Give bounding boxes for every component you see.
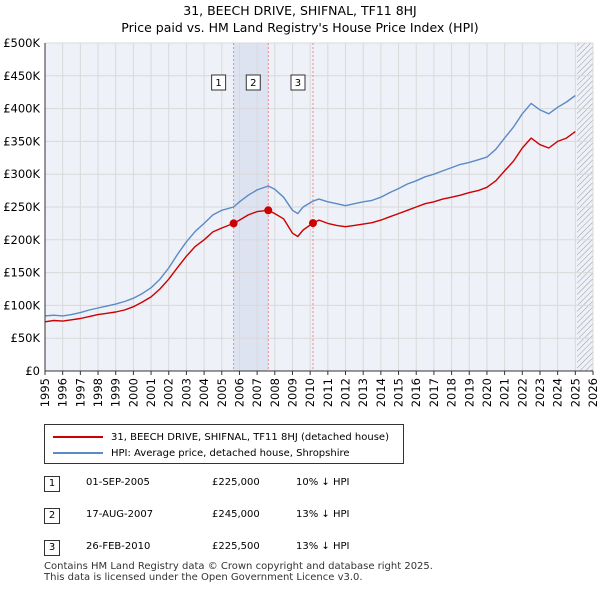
price-chart: £0 £50K £100K £150K £200K £250K £300K £350K £400… (3, 36, 600, 407)
sale-point (264, 206, 273, 215)
sale-date: 26-FEB-2010 (86, 541, 151, 552)
x-tick-label: 2012 (339, 378, 353, 407)
y-tick-label: £500K (3, 36, 40, 50)
x-tick-label: 2007 (250, 378, 264, 407)
y-tick-label: £200K (3, 233, 40, 247)
sale-hpi-diff: 13% ↓ HPI (296, 541, 350, 552)
x-tick-label: 2003 (179, 378, 193, 407)
sale-row: 2 17-AUG-2007 £245,000 13% ↓ HPI (44, 506, 424, 538)
x-tick-label: 2019 (462, 378, 476, 407)
sale-point (308, 219, 317, 228)
x-tick-label: 2001 (144, 378, 158, 407)
x-tick-label: 1999 (109, 378, 123, 407)
legend: 31, BEECH DRIVE, SHIFNAL, TF11 8HJ (deta… (44, 424, 404, 464)
x-tick-label: 2016 (409, 378, 423, 407)
footer-line-copyright: Contains HM Land Registry data © Crown c… (44, 561, 433, 572)
legend-label-property: 31, BEECH DRIVE, SHIFNAL, TF11 8HJ (deta… (111, 431, 389, 443)
footer-attribution: Contains HM Land Registry data © Crown c… (44, 561, 433, 583)
sale-marker-label: 2 (250, 78, 256, 89)
x-tick-label: 2020 (480, 378, 494, 407)
x-tick-label: 2009 (285, 378, 299, 407)
x-tick-label: 2005 (215, 378, 229, 407)
x-tick-label: 2011 (321, 378, 335, 407)
x-tick-label: 2023 (533, 378, 547, 407)
x-tick-label: 2025 (568, 378, 582, 407)
legend-swatch-hpi (53, 452, 103, 454)
sale-price: £225,000 (212, 477, 260, 488)
sale-row: 1 01-SEP-2005 £225,000 10% ↓ HPI (44, 474, 424, 506)
y-tick-label: £100K (3, 298, 40, 312)
legend-item-property: 31, BEECH DRIVE, SHIFNAL, TF11 8HJ (deta… (53, 430, 389, 444)
x-tick-label: 1997 (73, 378, 87, 407)
sale-number-badge: 2 (44, 508, 60, 524)
sale-marker-label: 1 (215, 78, 221, 89)
sale-marker-label: 3 (295, 78, 301, 89)
x-tick-label: 2006 (232, 378, 246, 407)
sale-number-badge: 3 (44, 540, 60, 556)
x-tick-label: 1996 (56, 378, 70, 407)
sale-hpi-diff: 10% ↓ HPI (296, 477, 350, 488)
x-tick-label: 1995 (38, 378, 52, 407)
y-tick-label: £300K (3, 167, 40, 181)
x-tick-label: 2014 (374, 378, 388, 407)
x-tick-label: 2017 (427, 378, 441, 407)
property-price-line (44, 131, 576, 323)
sale-date: 01-SEP-2005 (86, 477, 150, 488)
y-tick-label: £50K (11, 331, 41, 345)
y-tick-label: £150K (3, 266, 40, 280)
x-tick-label: 2021 (498, 378, 512, 407)
sale-price: £245,000 (212, 509, 260, 520)
legend-item-hpi: HPI: Average price, detached house, Shro… (53, 446, 350, 460)
sale-number-badge: 1 (44, 476, 60, 492)
sale-price: £225,500 (212, 541, 260, 552)
x-tick-label: 2002 (162, 378, 176, 407)
sale-hpi-diff: 13% ↓ HPI (296, 509, 350, 520)
x-tick-label: 2004 (197, 378, 211, 407)
x-tick-label: 2018 (445, 378, 459, 407)
sales-table: 1 01-SEP-2005 £225,000 10% ↓ HPI 2 17-AU… (44, 474, 424, 570)
sale-marker-box (245, 74, 261, 91)
x-tick-label: 2022 (515, 378, 529, 407)
legend-swatch-property (53, 436, 103, 438)
y-tick-label: £400K (3, 102, 40, 116)
y-tick-label: £0 (25, 364, 40, 378)
chart-title: 31, BEECH DRIVE, SHIFNAL, TF11 8HJ (183, 3, 417, 18)
y-tick-label: £250K (3, 200, 40, 214)
x-tick-label: 1998 (91, 378, 105, 407)
y-tick-label: £450K (3, 69, 40, 83)
sale-marker-box (290, 74, 306, 91)
x-tick-label: 2015 (392, 378, 406, 407)
x-tick-label: 2026 (586, 378, 600, 407)
sale-date: 17-AUG-2007 (86, 509, 154, 520)
sale-row: 3 26-FEB-2010 £225,500 13% ↓ HPI (44, 538, 424, 570)
x-tick-label: 2010 (303, 378, 317, 407)
hpi-line (44, 94, 576, 317)
chart-subtitle: Price paid vs. HM Land Registry's House … (121, 20, 479, 35)
x-tick-label: 2013 (356, 378, 370, 407)
sale-point (229, 219, 238, 228)
legend-label-hpi: HPI: Average price, detached house, Shro… (111, 447, 350, 459)
footer-line-licence: This data is licensed under the Open Gov… (44, 572, 363, 583)
x-tick-label: 2008 (268, 378, 282, 407)
x-tick-label: 2024 (551, 378, 565, 407)
x-tick-label: 2000 (126, 378, 140, 407)
y-tick-label: £350K (3, 134, 40, 148)
sale-marker-box (211, 74, 227, 91)
